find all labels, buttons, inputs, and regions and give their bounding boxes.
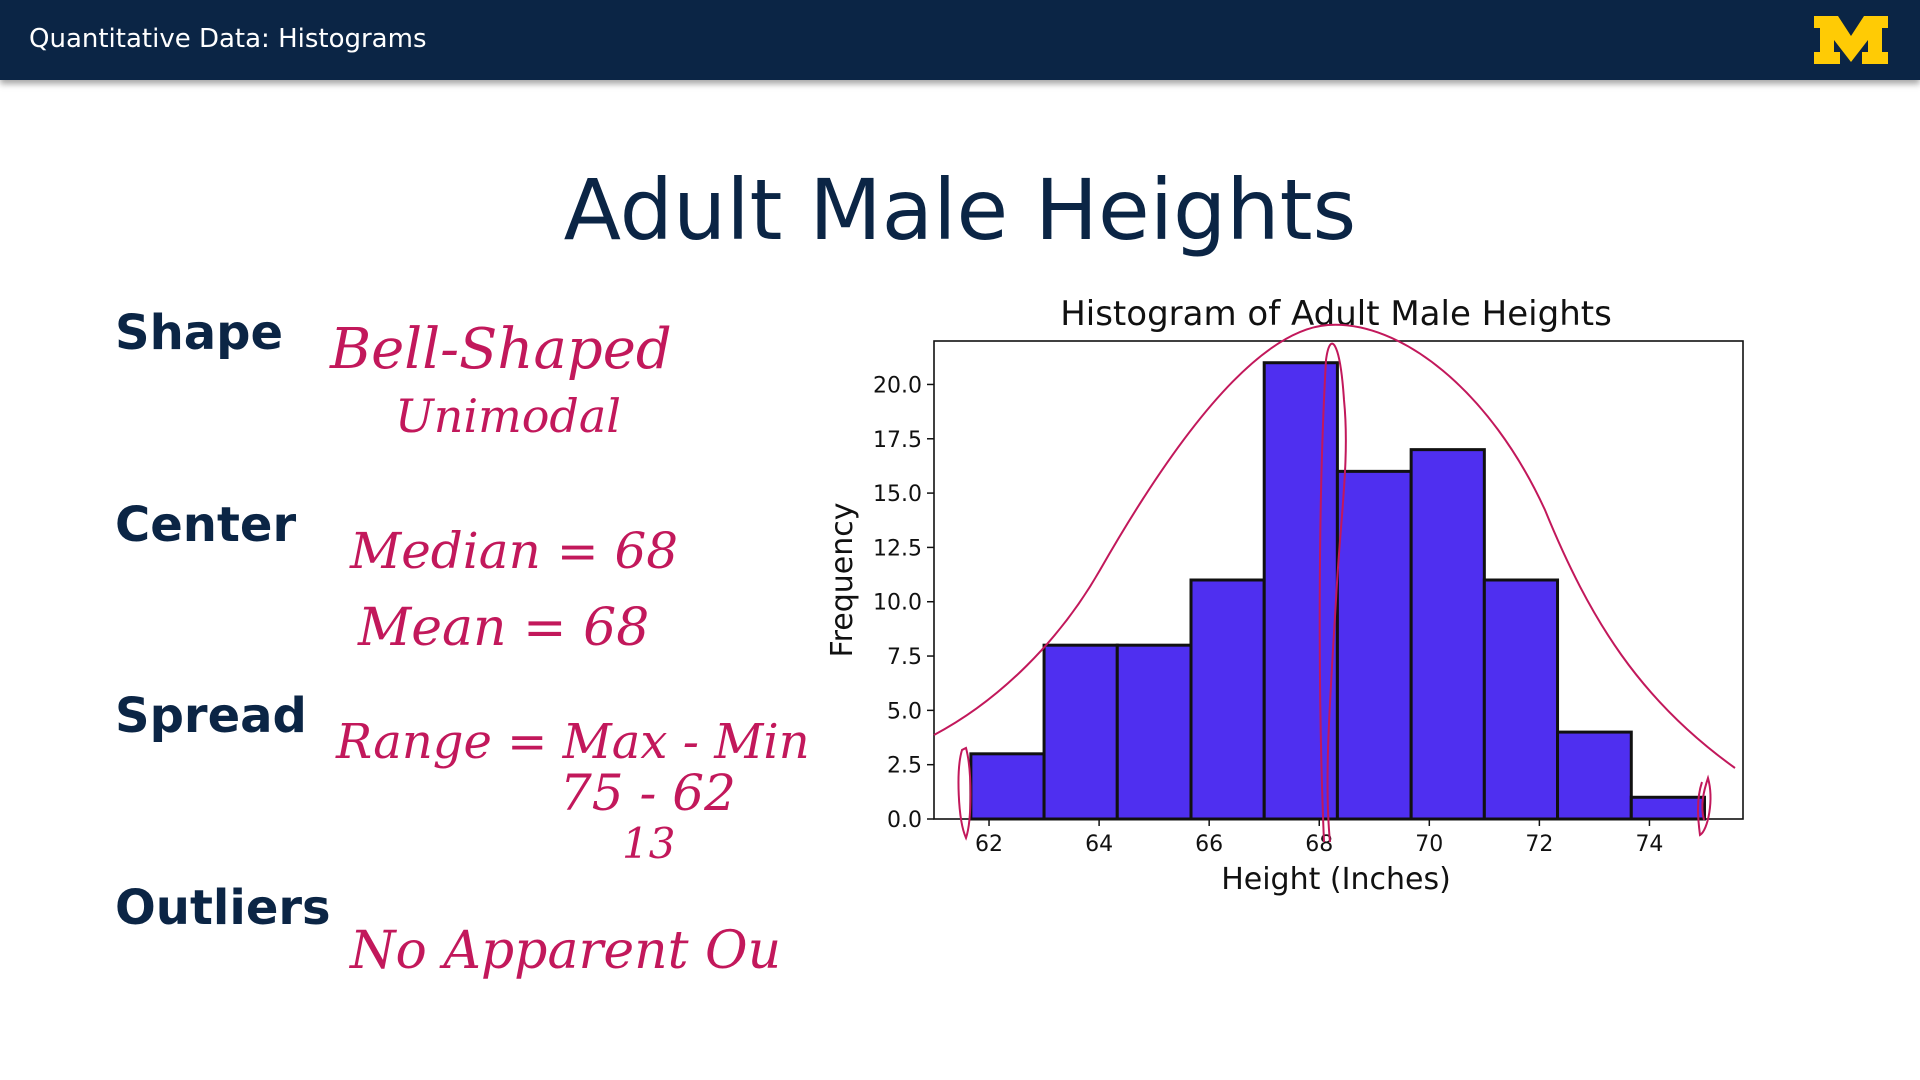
x-tick-label: 72 (1525, 832, 1553, 857)
histogram-bar (1042, 643, 1119, 821)
y-tick-label: 2.5 (887, 754, 922, 779)
histogram-bar (1115, 643, 1193, 821)
histogram-bar (1335, 469, 1413, 821)
y-axis-label: Frequency (825, 503, 860, 658)
histogram-bar (1482, 578, 1560, 821)
slide-title: Adult Male Heights (563, 161, 1357, 259)
header-bar: Quantitative Data: Histograms (0, 0, 1920, 80)
y-tick-label: 15.0 (873, 482, 922, 507)
histogram-bar (1189, 578, 1266, 821)
y-tick-label: 10.0 (873, 591, 922, 616)
x-tick-label: 68 (1305, 832, 1333, 857)
histogram-bar (1556, 730, 1633, 821)
histogram-bar (1409, 448, 1486, 821)
y-tick-label: 17.5 (873, 428, 922, 453)
y-tick-label: 5.0 (887, 699, 922, 724)
y-tick-label: 7.5 (887, 645, 922, 670)
histogram-bar (969, 752, 1046, 821)
label-shape: Shape (115, 305, 284, 361)
x-tick-label: 66 (1195, 832, 1223, 857)
histogram-bar (1629, 795, 1706, 821)
chart-title: Histogram of Adult Male Heights (1060, 294, 1612, 334)
label-center: Center (115, 497, 297, 553)
x-tick-label: 74 (1635, 832, 1663, 857)
university-logo-icon (1814, 16, 1888, 64)
y-tick-label: 0.0 (887, 808, 922, 833)
y-tick-label: 20.0 (873, 373, 922, 398)
y-tick-label: 12.5 (873, 536, 922, 561)
header-title: Quantitative Data: Histograms (29, 24, 427, 54)
x-tick-label: 64 (1085, 832, 1113, 857)
x-axis-label: Height (Inches) (1221, 862, 1451, 897)
x-tick-label: 70 (1415, 832, 1443, 857)
histogram-bar (1262, 361, 1339, 821)
label-spread: Spread (115, 688, 307, 744)
label-outliers: Outliers (115, 880, 331, 936)
x-tick-label: 62 (975, 832, 1003, 857)
